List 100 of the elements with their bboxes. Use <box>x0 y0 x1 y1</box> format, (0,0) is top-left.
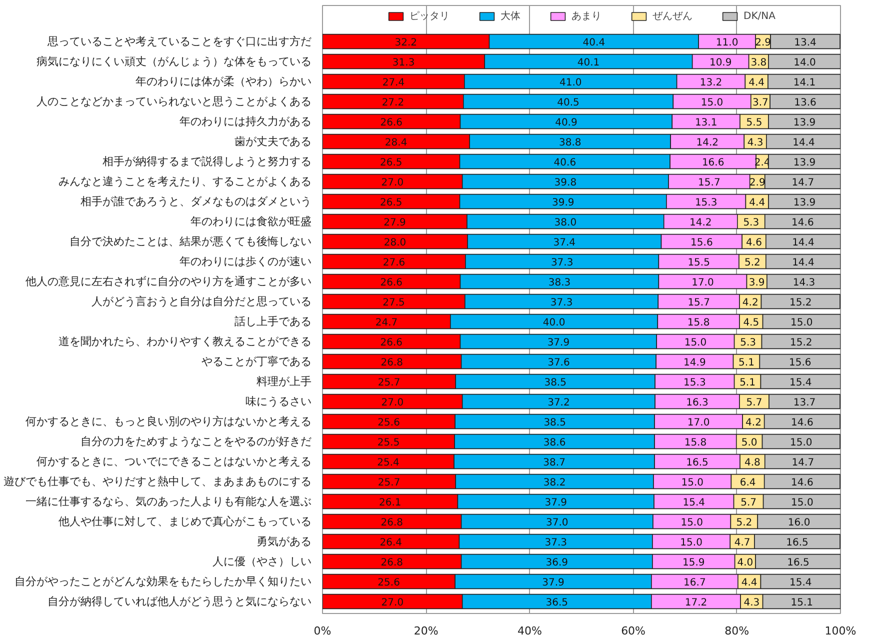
data-label: 37.9 <box>547 338 570 348</box>
data-label: 13.1 <box>694 118 718 128</box>
x-tick-label: 100% <box>824 624 856 638</box>
data-label: 15.6 <box>788 358 812 368</box>
data-label: 31.3 <box>392 58 415 68</box>
data-label: 13.7 <box>793 398 816 408</box>
data-label: 37.0 <box>546 518 568 528</box>
y-tick-label: 何かするときに、ついでにできることはないかと考える <box>36 455 312 468</box>
y-tick-label: 年のわりには食欲が旺盛 <box>190 215 312 228</box>
data-label: 27.4 <box>382 78 405 88</box>
data-label: 15.2 <box>790 338 812 348</box>
data-label: 15.4 <box>789 378 812 388</box>
data-label: 26.8 <box>380 518 404 528</box>
data-label: 15.0 <box>700 98 724 108</box>
data-label: 4.2 <box>742 298 758 308</box>
data-label: 26.6 <box>380 118 403 128</box>
y-tick-label: 人のことなどかまっていられないと思うことがよくある <box>36 95 312 108</box>
data-label: 38.3 <box>548 278 571 288</box>
data-label: 15.8 <box>687 318 710 328</box>
data-label: 26.1 <box>378 498 402 508</box>
data-label: 16.6 <box>702 158 724 168</box>
y-tick-label: 勇気がある <box>256 535 312 548</box>
data-label: 15.6 <box>690 238 713 248</box>
data-label: 40.0 <box>542 318 566 328</box>
data-label: 28.4 <box>384 138 408 148</box>
data-label: 13.4 <box>794 38 816 48</box>
data-label: 38.5 <box>544 378 566 388</box>
data-label: 16.7 <box>684 578 706 588</box>
legend-label: あまり <box>572 10 602 23</box>
data-label: 40.1 <box>577 58 600 68</box>
x-tick-label: 20% <box>414 624 438 638</box>
data-label: 15.4 <box>682 498 706 508</box>
data-label: 11.0 <box>716 38 738 48</box>
data-label: 14.6 <box>792 218 814 228</box>
data-label: 38.7 <box>543 458 566 468</box>
data-label: 27.0 <box>381 598 404 608</box>
data-label: 2.9 <box>749 178 766 188</box>
data-label: 25.4 <box>377 458 400 468</box>
data-label: 14.1 <box>793 78 816 88</box>
data-label: 4.4 <box>749 198 766 208</box>
data-label: 13.9 <box>793 118 816 128</box>
data-label: 15.8 <box>684 438 707 448</box>
data-label: 10.9 <box>709 58 732 68</box>
legend-label: ピッタリ <box>410 10 450 23</box>
data-label: 25.5 <box>377 438 400 448</box>
y-tick-label: 味にうるさい <box>246 395 312 408</box>
data-label: 14.9 <box>684 358 706 368</box>
data-label: 17.0 <box>687 418 710 428</box>
data-label: 16.3 <box>686 398 708 408</box>
data-label: 26.5 <box>380 198 402 208</box>
data-label: 5.7 <box>746 398 762 408</box>
y-tick-label: 話し上手である <box>234 315 312 328</box>
data-label: 26.4 <box>380 538 402 548</box>
data-label: 16.5 <box>787 558 810 568</box>
data-label: 5.7 <box>740 498 757 508</box>
data-label: 27.6 <box>382 258 406 268</box>
data-label: 27.0 <box>381 398 404 408</box>
data-label: 3.8 <box>750 58 767 68</box>
data-label: 14.6 <box>791 418 814 428</box>
data-label: 38.2 <box>543 478 566 488</box>
data-label: 14.4 <box>792 258 814 268</box>
data-label: 27.0 <box>381 178 404 188</box>
data-label: 40.9 <box>555 118 578 128</box>
legend-label: 大体 <box>500 10 521 23</box>
y-tick-label: 一緒に仕事するなら、気のあった人よりも有能な人を選ぶ <box>26 495 312 508</box>
y-tick-label: 病気になりにくい頑丈（がんじょう）な体をもっている <box>36 55 312 68</box>
y-tick-label: 年のわりには歩くのが速い <box>180 255 312 268</box>
y-tick-label: 年のわりには体が柔（やわ）らかい <box>136 75 312 88</box>
data-label: 15.2 <box>789 298 812 308</box>
y-tick-label: 他人や仕事に対して、まじめで真心がこもっている <box>58 515 312 528</box>
data-label: 36.9 <box>546 558 568 568</box>
data-label: 15.0 <box>681 478 704 488</box>
data-label: 39.8 <box>554 178 577 188</box>
data-label: 14.7 <box>792 458 814 468</box>
data-label: 38.6 <box>543 438 566 448</box>
data-label: 37.3 <box>550 258 574 268</box>
data-label: 5.1 <box>740 378 756 388</box>
data-label: 14.7 <box>792 178 814 188</box>
data-label: 4.5 <box>743 318 760 328</box>
data-label: 14.4 <box>792 138 815 148</box>
data-label: 5.3 <box>740 338 756 348</box>
y-tick-label: みんなと違うことを考えたり、することがよくある <box>58 175 312 188</box>
data-label: 26.5 <box>380 158 402 168</box>
y-tick-label: 相手が納得するまで説得しようと努力する <box>102 155 312 168</box>
data-label: 25.6 <box>378 578 400 588</box>
y-tick-label: 遊びでも仕事でも、やりだすと熱中して、まあまあものにする <box>4 475 312 488</box>
data-label: 5.5 <box>746 118 762 128</box>
data-label: 37.9 <box>542 578 564 588</box>
legend-label: DK/NA <box>744 10 776 22</box>
data-label: 4.0 <box>737 558 754 568</box>
data-label: 26.6 <box>380 338 403 348</box>
data-label: 3.7 <box>752 98 768 108</box>
data-label: 41.0 <box>559 78 582 88</box>
data-label: 16.5 <box>786 538 808 548</box>
data-label: 25.7 <box>378 378 400 388</box>
data-label: 28.0 <box>384 238 406 248</box>
y-tick-label: 他人の意見に左右されずに自分のやり方を通すことが多い <box>26 275 312 288</box>
legend-label: ぜんぜん <box>652 10 693 23</box>
y-tick-label: やることが丁寧である <box>202 355 312 368</box>
y-tick-label: 自分が納得していれば他人がどう思うと気にならない <box>48 595 312 608</box>
